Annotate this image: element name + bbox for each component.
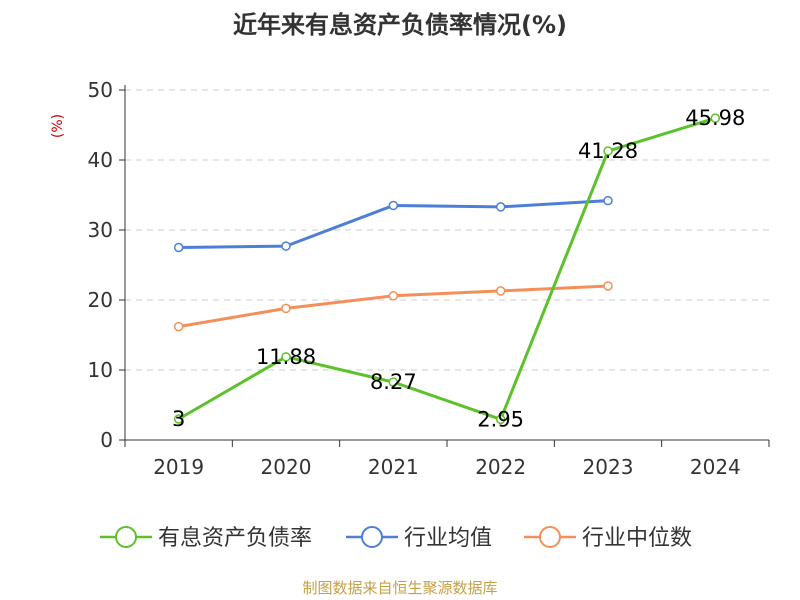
y-tick-label: 0: [100, 428, 113, 452]
data-point[interactable]: [281, 352, 291, 362]
data-point[interactable]: [603, 146, 613, 156]
data-point[interactable]: [603, 195, 613, 206]
axes: 0 10 20 30 40 50 2019 2020 2021 2022 2023 2024: [88, 78, 770, 479]
data-label: 3: [172, 407, 185, 431]
data-point[interactable]: [281, 303, 291, 314]
y-tick-label: 30: [88, 218, 113, 242]
series-1: [173, 195, 613, 253]
legend-item[interactable]: 行业中位数: [524, 526, 692, 551]
series-line: [177, 116, 716, 421]
y-tick-label: 20: [88, 288, 113, 312]
data-point[interactable]: [710, 113, 721, 123]
data-label: 8.27: [370, 370, 417, 394]
legend-marker: [361, 526, 383, 548]
data-point[interactable]: [173, 414, 184, 424]
x-tick-label: 2020: [261, 455, 312, 479]
series-lines: [173, 113, 721, 425]
data-label: 2.95: [477, 407, 524, 431]
y-tick-label: 50: [88, 78, 113, 102]
y-tick-label: 10: [88, 358, 113, 382]
x-tick-label: 2021: [368, 455, 419, 479]
x-tick-label: 2024: [690, 455, 741, 479]
legend-label: 行业中位数: [582, 526, 692, 551]
legend-item[interactable]: 行业均值: [346, 526, 492, 551]
y-axis-unit-label: (%): [50, 114, 66, 138]
x-tick-label: 2022: [475, 455, 526, 479]
legend[interactable]: 有息资产负债率 行业均值 行业中位数: [100, 526, 692, 551]
data-point[interactable]: [603, 281, 613, 291]
x-tick-label: 2019: [153, 455, 204, 479]
data-point[interactable]: [495, 414, 506, 425]
legend-marker: [539, 526, 561, 548]
data-point[interactable]: [495, 202, 506, 212]
grid-lines: [125, 89, 769, 371]
source-note: 制图数据来自恒生聚源数据库: [302, 579, 497, 597]
data-label: 11.88: [256, 345, 316, 369]
data-label: 45.98: [685, 106, 745, 130]
x-tick-label: 2023: [583, 455, 634, 479]
data-labels: 3 11.88 8.27 2.95 41.28 45.98: [172, 106, 745, 431]
data-point[interactable]: [281, 241, 291, 251]
legend-label: 有息资产负债率: [158, 526, 312, 551]
data-point[interactable]: [388, 377, 399, 387]
chart-title: 近年来有息资产负债率情况(%): [233, 11, 567, 39]
series-0: [173, 113, 721, 425]
data-point[interactable]: [495, 286, 506, 296]
legend-marker: [115, 526, 137, 548]
legend-item[interactable]: 有息资产负债率: [100, 526, 312, 551]
y-tick-label: 40: [88, 148, 113, 172]
data-label: 41.28: [578, 139, 638, 163]
legend-label: 行业均值: [404, 526, 492, 551]
data-point[interactable]: [173, 321, 184, 332]
data-point[interactable]: [388, 291, 399, 301]
data-point[interactable]: [173, 242, 184, 253]
data-point[interactable]: [388, 200, 399, 211]
series-2: [173, 281, 613, 332]
